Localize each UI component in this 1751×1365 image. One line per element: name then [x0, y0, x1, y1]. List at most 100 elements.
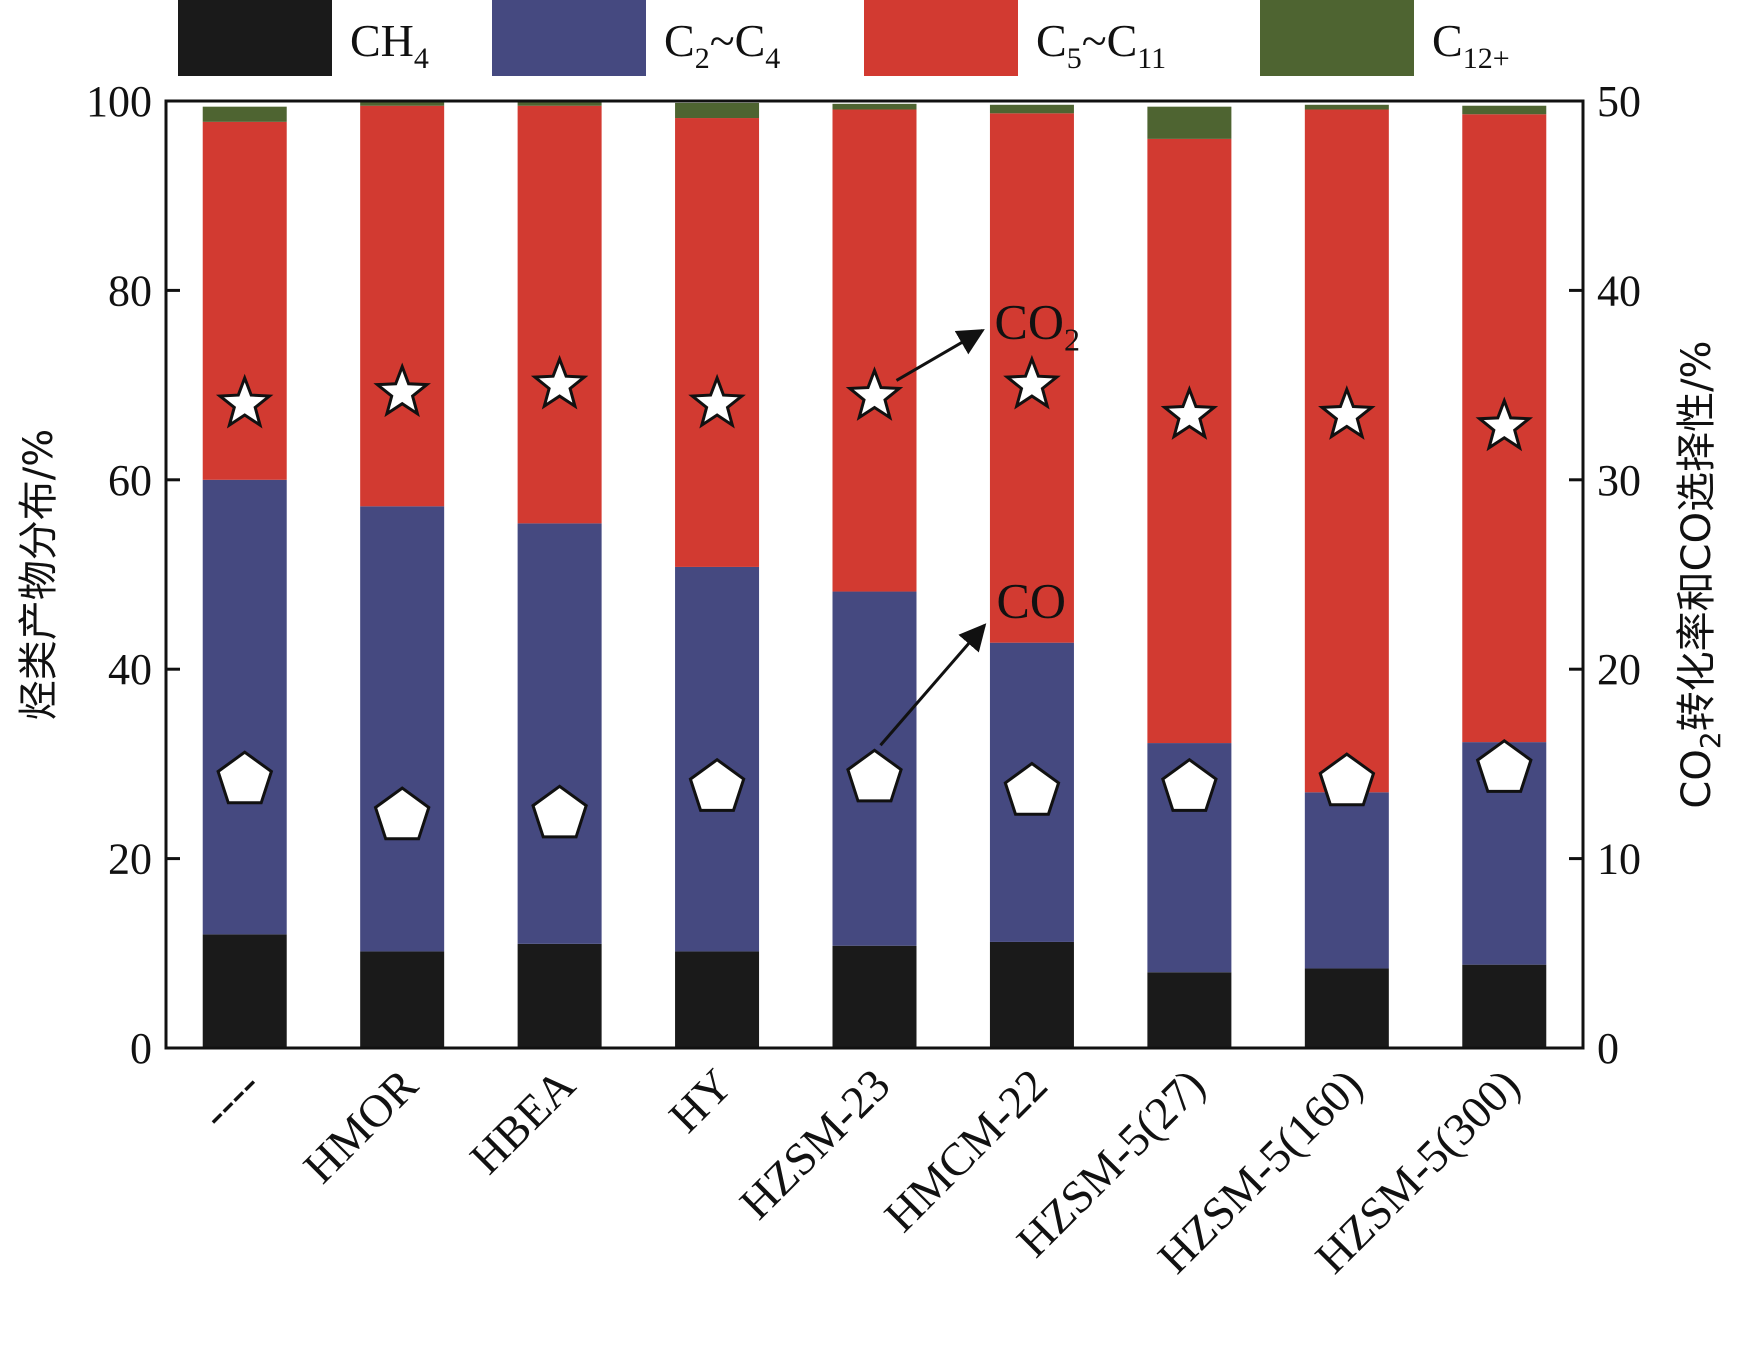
bars-layer	[202, 101, 1547, 1048]
right-axis-title-rest: 转化率和CO选择性/%	[1674, 340, 1720, 731]
legend-label-main-3: C	[1432, 15, 1463, 66]
right-tick-label-0: 0	[1597, 1024, 1619, 1073]
legend-label-tail-1: ~C	[710, 15, 766, 66]
right-tick-label-3: 30	[1597, 456, 1641, 505]
bar-segment-1-0	[202, 479, 287, 935]
co2-conversion-marker-2	[530, 354, 589, 410]
co2-conversion-marker-4	[845, 366, 904, 421]
bar-segment-3-7	[1304, 104, 1389, 110]
right-tick-label-4: 40	[1597, 266, 1641, 315]
legend-swatch-2	[864, 0, 1018, 76]
co-selectivity-marker-2	[531, 784, 588, 839]
bar-segment-3-1	[360, 101, 445, 106]
co2-annotation-arrow	[895, 329, 985, 382]
left-axis: 0 20 40 60 80 100	[86, 77, 180, 1073]
co-selectivity-marker-4	[846, 748, 903, 803]
co2-annotation-main: CO	[995, 293, 1064, 349]
category-label-2: HBEA	[460, 1059, 585, 1184]
co2-conversion-marker-1	[373, 362, 431, 418]
legend-label-2: C5~C11	[1036, 15, 1166, 75]
co-annotation-arrow	[879, 623, 987, 747]
bar-segment-0-0	[202, 934, 287, 1048]
bar-segment-2-1	[360, 105, 445, 507]
legend-label-sub-2: 5	[1067, 42, 1082, 75]
bar-segment-3-6	[1147, 106, 1232, 139]
co-selectivity-marker-6	[1161, 757, 1218, 812]
left-tick-label-5: 100	[86, 77, 152, 126]
legend-label-0: CH4	[350, 15, 429, 75]
bar-segment-0-3	[675, 951, 760, 1048]
right-tick-label-2: 20	[1597, 645, 1641, 694]
bar-segment-0-5	[989, 941, 1074, 1048]
legend-label-sub-3: 12+	[1463, 42, 1510, 75]
right-tick-label-1: 10	[1597, 835, 1641, 884]
legend-label-sub-0: 4	[414, 42, 429, 75]
right-axis: 0 10 20 30 40 50	[1569, 77, 1641, 1073]
right-axis-title-sub: 2	[1694, 731, 1727, 749]
markers-layer	[215, 354, 1534, 841]
bar-segment-0-8	[1462, 964, 1547, 1048]
co2-conversion-marker-7	[1318, 385, 1376, 440]
co-selectivity-marker-3	[688, 757, 746, 812]
legend-swatch-3	[1260, 0, 1414, 76]
bar-segment-0-1	[360, 951, 445, 1048]
co-selectivity-marker-5	[1003, 761, 1061, 816]
bar-segment-1-7	[1304, 792, 1389, 969]
bar-segment-3-2	[517, 101, 602, 106]
co2-conversion-marker-5	[1003, 354, 1061, 410]
category-label-4: HZSM-23	[730, 1059, 900, 1229]
legend: CH4 C2~C4 C5~C11 C12+	[178, 0, 1510, 76]
legend-label-tail-sub-2: 11	[1137, 42, 1166, 75]
legend-swatch-0	[178, 0, 332, 76]
co2-conversion-marker-8	[1475, 396, 1534, 452]
bar-segment-1-1	[360, 506, 445, 952]
co-selectivity-marker-7	[1318, 752, 1376, 807]
bar-segment-2-6	[1147, 138, 1232, 744]
left-tick-label-3: 60	[108, 456, 152, 505]
bar-segment-3-3	[675, 102, 760, 119]
bar-segment-0-7	[1304, 968, 1389, 1048]
legend-label-main-2: C	[1036, 15, 1067, 66]
co2-annotation-sub: 2	[1064, 321, 1080, 357]
bar-segment-2-4	[832, 109, 917, 592]
plot-frame	[164, 99, 1585, 1050]
bar-segment-0-4	[832, 945, 917, 1048]
left-axis-title: 烃类产物分布/%	[16, 429, 62, 720]
right-axis-title: CO2转化率和CO选择性/%	[1674, 340, 1727, 808]
bar-segment-1-2	[517, 523, 602, 944]
legend-label-main-1: C	[664, 15, 695, 66]
category-labels: ---- HMOR HBEA HYHZSM-23HMCM-22HZSM-5(27)HZ…	[190, 1059, 1529, 1283]
left-tick-label-1: 20	[108, 835, 152, 884]
legend-swatch-1	[492, 0, 646, 76]
right-tick-label-5: 50	[1597, 77, 1641, 126]
co-selectivity-marker-8	[1475, 738, 1533, 793]
right-axis-title-main: CO	[1674, 749, 1720, 808]
legend-label-main-0: CH	[350, 15, 414, 66]
legend-label-sub-1: 2	[695, 42, 710, 75]
co-selectivity-marker-0	[216, 750, 274, 805]
left-tick-label-0: 0	[130, 1024, 152, 1073]
co-selectivity-marker-1	[373, 786, 431, 841]
legend-label-tail-2: ~C	[1082, 15, 1138, 66]
bar-segment-2-3	[675, 118, 760, 567]
category-label-1: HMOR	[294, 1059, 428, 1193]
bar-segment-3-8	[1462, 105, 1547, 115]
left-tick-label-4: 80	[108, 266, 152, 315]
co2-conversion-marker-0	[215, 373, 274, 429]
left-tick-label-2: 40	[108, 645, 152, 694]
bar-segment-2-0	[202, 121, 287, 480]
bar-segment-2-7	[1304, 109, 1389, 793]
bar-segment-3-5	[989, 104, 1074, 114]
co2-conversion-marker-3	[688, 373, 746, 429]
category-label-0: ----	[190, 1059, 269, 1138]
bar-segment-0-2	[517, 943, 602, 1048]
co2-conversion-marker-6	[1160, 385, 1219, 440]
bar-segment-0-6	[1147, 972, 1232, 1048]
co2-annotation-label: CO2	[995, 293, 1080, 357]
co-annotation-label: CO	[997, 572, 1066, 628]
legend-label-1: C2~C4	[664, 15, 780, 75]
bar-segment-3-4	[832, 103, 917, 110]
category-label-3: HY	[659, 1059, 742, 1142]
